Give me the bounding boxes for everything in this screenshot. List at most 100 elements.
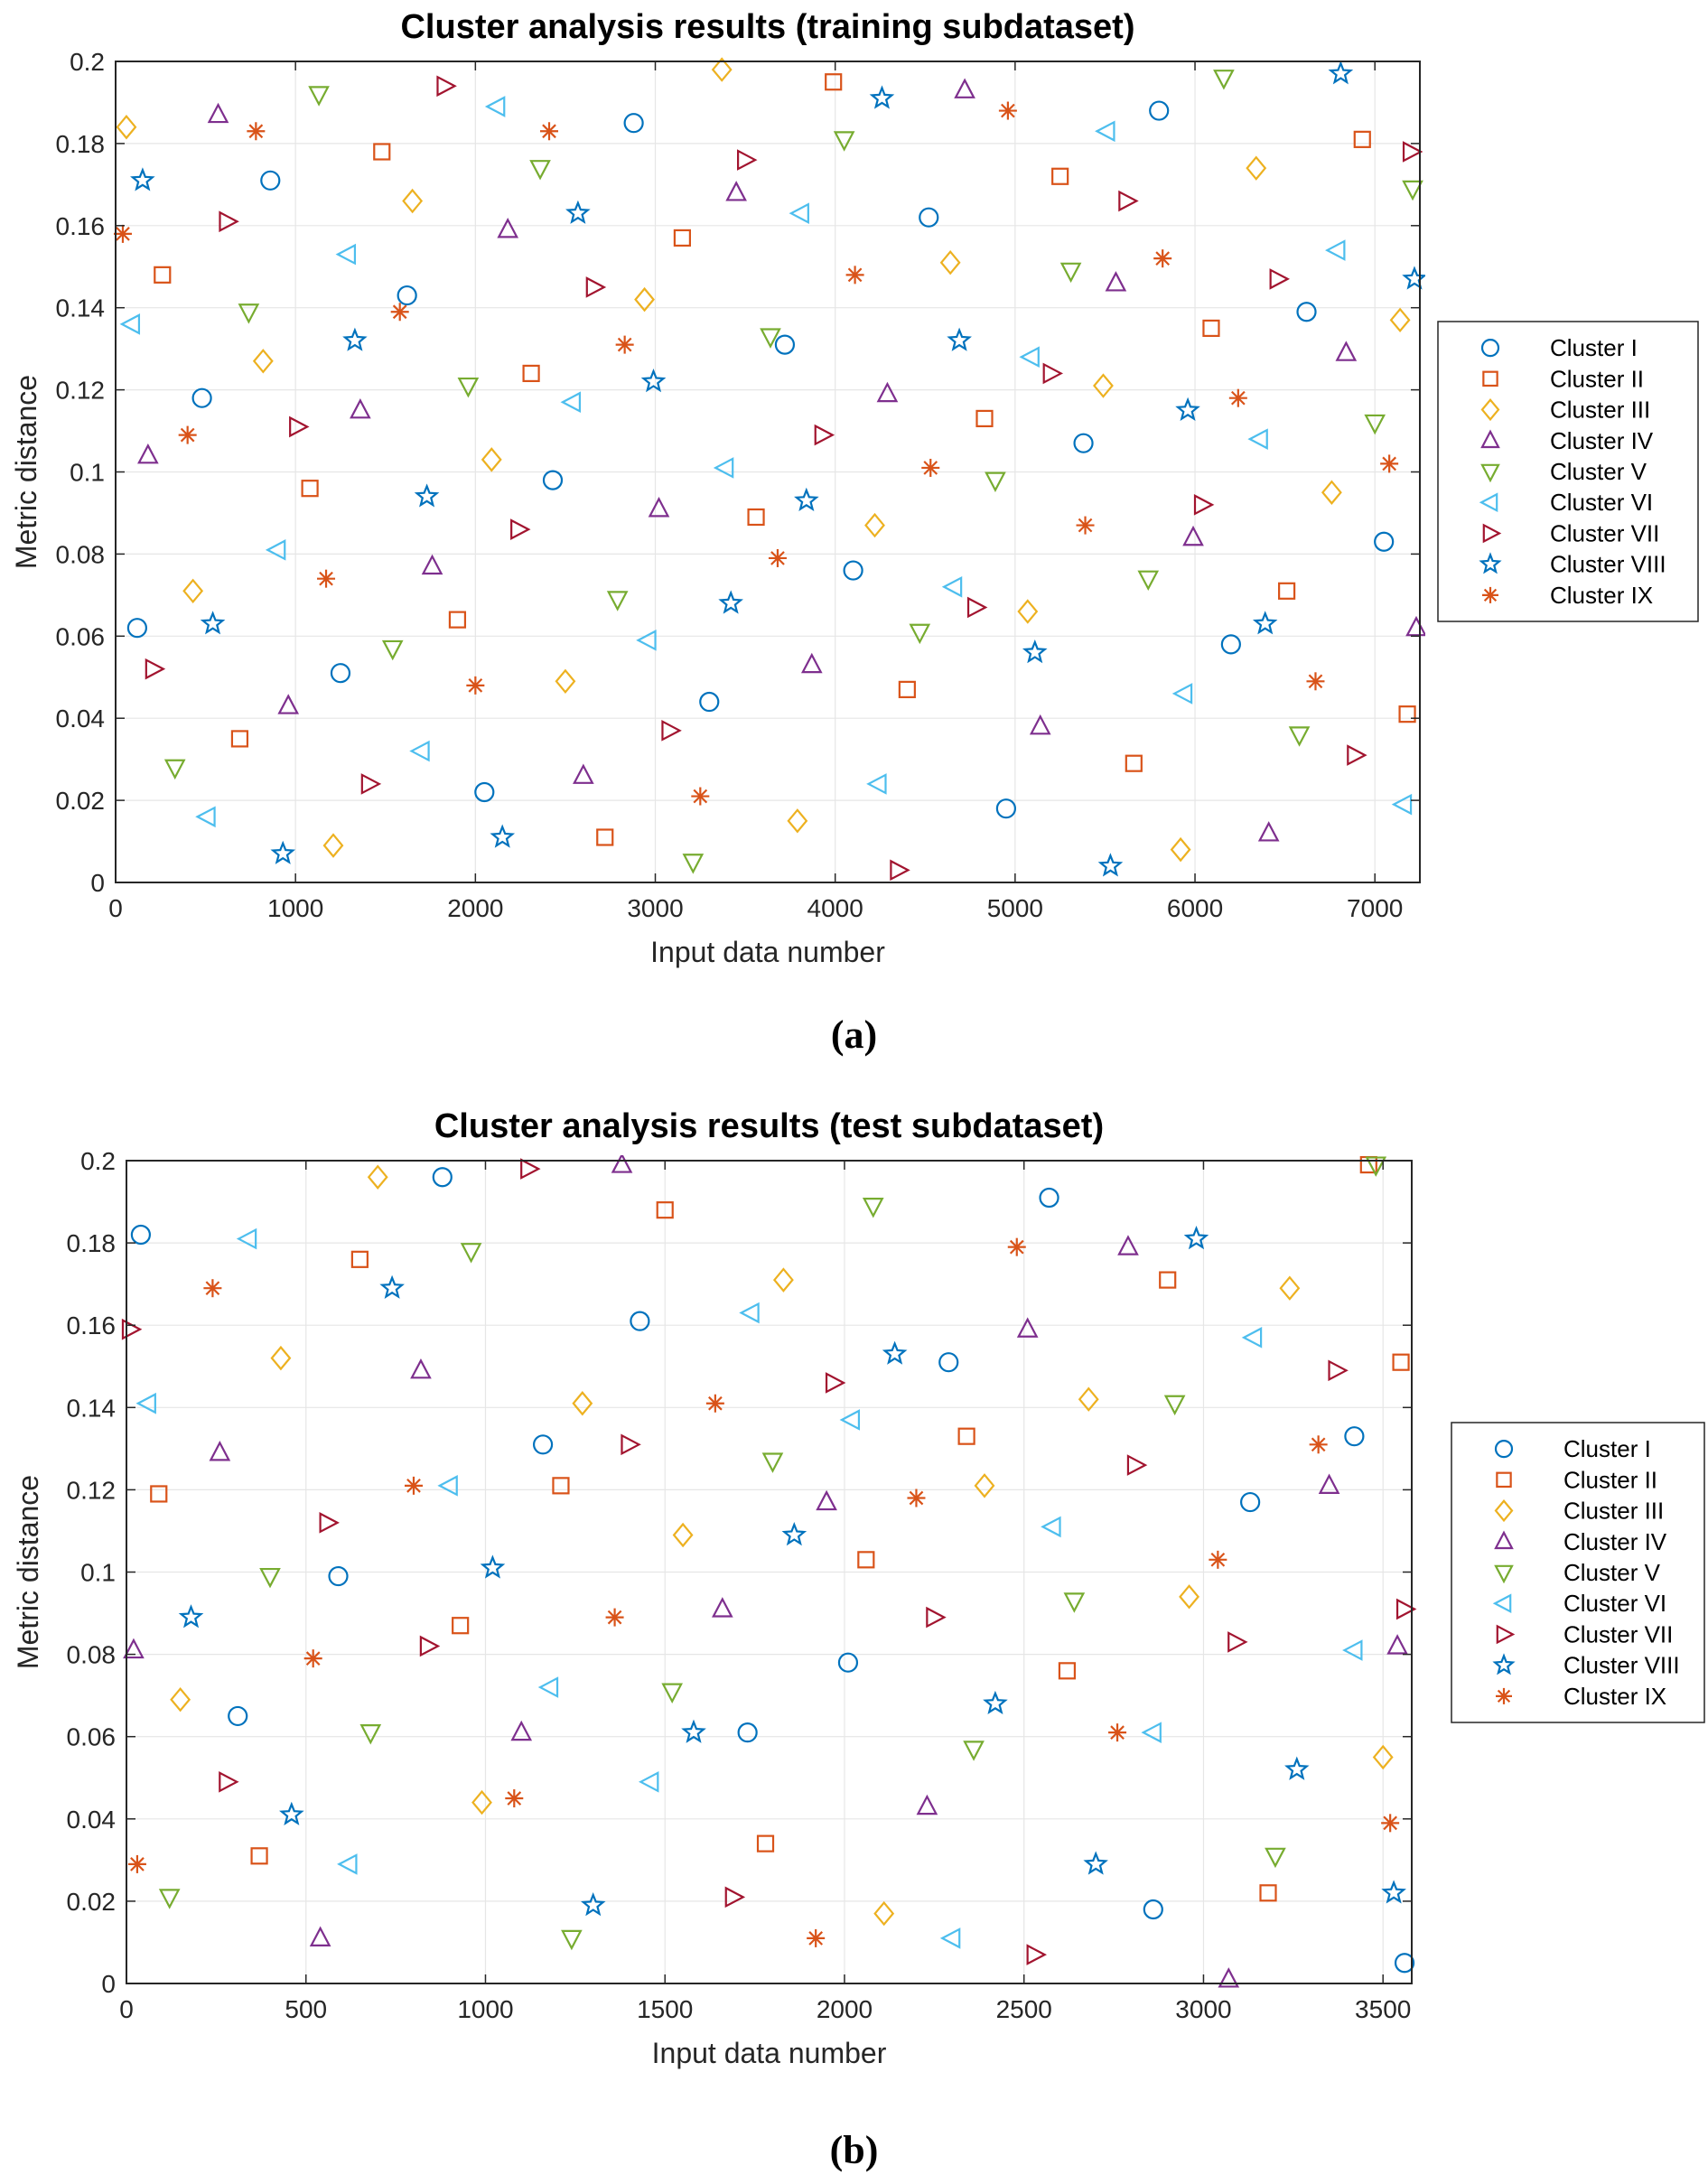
- point-b-s7-14: [1395, 1598, 1417, 1620]
- point-a-s3-16: [1246, 155, 1267, 181]
- point-a-s1-13: [995, 798, 1017, 819]
- point-b-s9-2: [203, 1279, 222, 1298]
- point-b-s9-14: [1381, 1814, 1400, 1833]
- point-a-s4-13: [1029, 714, 1051, 735]
- point-a-s9-13: [998, 101, 1017, 120]
- x-tick-label-a: 4000: [807, 894, 863, 922]
- point-b-s4-2: [209, 1441, 231, 1461]
- point-b-s1-12: [1240, 1491, 1261, 1513]
- y-tick-label-b: 0.16: [67, 1311, 117, 1339]
- x-tick-label-a: 0: [108, 894, 123, 922]
- point-b-s8-13: [1381, 1880, 1406, 1904]
- point-b-s1-6: [630, 1311, 650, 1331]
- point-b-s8-6: [681, 1719, 706, 1743]
- point-b-s2-14: [1392, 1353, 1410, 1371]
- point-b-s3-4: [471, 1789, 492, 1815]
- point-a-s3-18: [1389, 307, 1411, 333]
- point-a-s8-2: [200, 611, 226, 635]
- point-b-s9-7: [705, 1394, 724, 1413]
- x-tick-label-b: 3500: [1355, 1995, 1411, 2023]
- point-a-s2-8: [673, 229, 691, 247]
- point-b-s6-5: [537, 1676, 559, 1698]
- point-b-s6-7: [739, 1302, 760, 1324]
- point-a-s9-5: [390, 303, 409, 322]
- point-b-s2-6: [656, 1201, 674, 1219]
- point-a-s7-18: [1402, 141, 1423, 163]
- point-a-s1-15: [1149, 100, 1170, 121]
- point-b-s4-1: [123, 1638, 145, 1659]
- point-a-s3-11: [864, 512, 885, 538]
- x-tick-label-a: 2000: [447, 894, 503, 922]
- chart-panel-a: Cluster analysis results (training subda…: [0, 0, 1708, 1021]
- legend-label-b-3: Cluster III: [1563, 1498, 1664, 1525]
- y-tick-label-a: 0.16: [56, 212, 106, 240]
- legend-marker-a-5: [1480, 463, 1500, 483]
- point-a-s1-10: [774, 334, 796, 355]
- legend-label-b-1: Cluster I: [1563, 1435, 1651, 1462]
- point-a-s5-9: [760, 328, 781, 349]
- scatter-chart-a: Cluster analysis results (training subda…: [10, 8, 1699, 968]
- point-a-s6-4: [335, 243, 357, 266]
- point-b-s6-13: [1342, 1639, 1363, 1661]
- point-b-s1-11: [1143, 1899, 1163, 1920]
- point-a-s9-9: [691, 787, 710, 806]
- point-a-s1-9: [699, 691, 720, 713]
- point-a-s4-4: [350, 397, 371, 419]
- point-a-s6-5: [409, 740, 430, 762]
- legend-label-a-9: Cluster IX: [1550, 582, 1653, 609]
- x-tick-label-b: 500: [285, 1995, 327, 2023]
- point-a-s6-14: [1095, 120, 1115, 143]
- point-b-s6-12: [1241, 1327, 1263, 1349]
- point-b-s7-6: [621, 1433, 641, 1456]
- x-tick-label-b: 2500: [996, 1995, 1052, 2023]
- point-b-s7-3: [319, 1512, 340, 1534]
- point-a-s8-4: [342, 327, 368, 351]
- point-a-s5-11: [909, 623, 931, 645]
- point-b-s7-9: [926, 1606, 947, 1629]
- point-a-s6-7: [560, 391, 581, 414]
- legend-marker-b-5: [1494, 1564, 1514, 1584]
- point-b-s7-12: [1227, 1631, 1248, 1653]
- point-a-s3-12: [939, 249, 961, 275]
- point-a-s1-5: [397, 285, 417, 306]
- point-a-s4-17: [1335, 341, 1358, 361]
- y-tick-label-a: 0.18: [56, 130, 106, 158]
- legend-label-b-7: Cluster VII: [1563, 1620, 1673, 1647]
- point-b-s1-4: [432, 1167, 453, 1188]
- point-b-s9-10: [1007, 1237, 1026, 1256]
- y-tick-label-b: 0.12: [67, 1476, 117, 1504]
- legend-label-b-6: Cluster VI: [1563, 1590, 1666, 1617]
- point-b-s4-14: [1386, 1634, 1408, 1655]
- point-b-s8-1: [178, 1604, 204, 1629]
- point-b-s9-12: [1209, 1550, 1227, 1569]
- point-a-s2-10: [825, 73, 843, 91]
- point-a-s7-5: [436, 75, 457, 98]
- point-a-s8-12: [947, 327, 972, 351]
- point-a-s4-15: [1182, 525, 1204, 546]
- point-b-s2-11: [1159, 1271, 1177, 1289]
- x-tick-label-b: 3000: [1175, 1995, 1231, 2023]
- x-tick-label-b: 0: [119, 1995, 134, 2023]
- legend-marker-b-3: [1494, 1499, 1514, 1523]
- point-b-s4-9: [916, 1794, 938, 1815]
- x-tick-label-a: 3000: [627, 894, 683, 922]
- point-a-s5-8: [682, 854, 705, 874]
- point-b-s2-9: [957, 1427, 975, 1445]
- point-a-s5-3: [308, 86, 330, 107]
- x-tick-label-a: 7000: [1347, 894, 1403, 922]
- point-b-s4-4: [410, 1358, 432, 1379]
- point-b-s4-10: [1016, 1317, 1039, 1338]
- point-b-s3-2: [270, 1345, 292, 1371]
- point-b-s1-10: [1039, 1187, 1059, 1209]
- point-a-s8-11: [869, 85, 895, 109]
- legend-marker-b-7: [1496, 1624, 1516, 1645]
- legend-marker-a-9: [1482, 586, 1498, 603]
- x-axis-label-b: Input data number: [652, 2037, 887, 2069]
- point-a-s9-16: [1228, 388, 1247, 407]
- point-a-s6-11: [866, 773, 887, 795]
- point-b-s7-7: [724, 1886, 746, 1909]
- point-a-s8-17: [1328, 61, 1354, 85]
- point-b-s6-3: [337, 1853, 358, 1875]
- point-b-s6-1: [135, 1392, 156, 1414]
- series-a-4: [137, 78, 1425, 842]
